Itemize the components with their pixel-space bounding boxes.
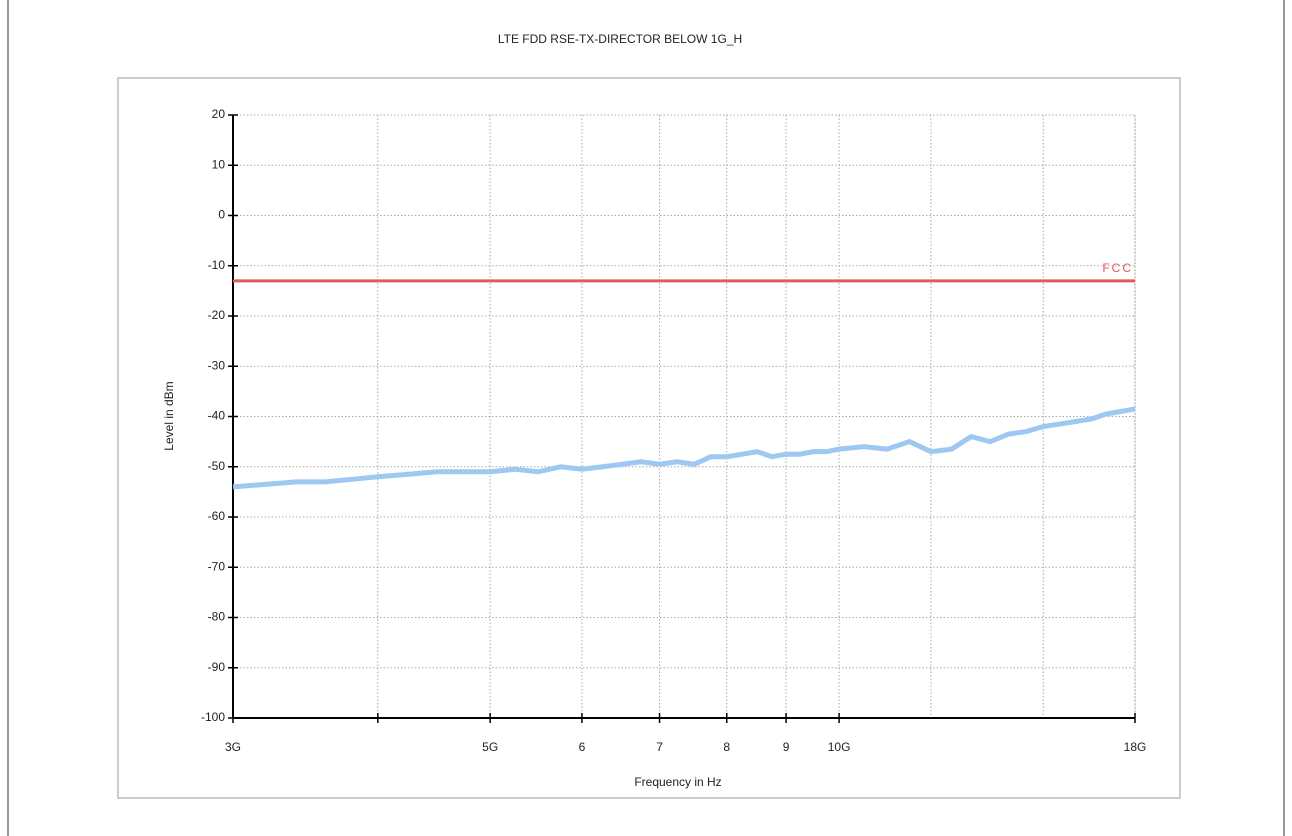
- y-axis-label: Level in dBm: [162, 381, 176, 450]
- x-axis-label: Frequency in Hz: [634, 775, 721, 789]
- y-tick-label: 20: [212, 107, 226, 121]
- x-tick-label: 3G: [225, 740, 241, 754]
- y-tick-label: -60: [208, 509, 226, 523]
- x-tick-label: 10G: [828, 740, 851, 754]
- y-tick-label: -30: [208, 358, 226, 372]
- x-tick-label: 18G: [1124, 740, 1147, 754]
- y-tick-label: -90: [208, 660, 226, 674]
- panel: [117, 77, 1181, 799]
- trace: [232, 406, 1136, 490]
- chart-title: LTE FDD RSE-TX-DIRECTOR BELOW 1G_H: [498, 32, 742, 46]
- y-tick-label: -10: [208, 258, 226, 272]
- x-tick-label: 8: [723, 740, 730, 754]
- y-tick-label: 10: [212, 157, 226, 171]
- x-tick-label: 7: [656, 740, 663, 754]
- limit-label: FCC: [1102, 261, 1133, 275]
- y-tick-label: -50: [208, 459, 226, 473]
- y-tick-label: -80: [208, 610, 226, 624]
- x-tick-label: 6: [579, 740, 586, 754]
- y-tick-label: -70: [208, 559, 226, 573]
- y-tick-label: -20: [208, 308, 226, 322]
- x-tick-label: 5G: [482, 740, 498, 754]
- y-tick-label: -40: [208, 409, 226, 423]
- y-tick-label: 0: [218, 208, 225, 222]
- y-tick-label: -100: [201, 710, 225, 724]
- x-tick-label: 9: [783, 740, 790, 754]
